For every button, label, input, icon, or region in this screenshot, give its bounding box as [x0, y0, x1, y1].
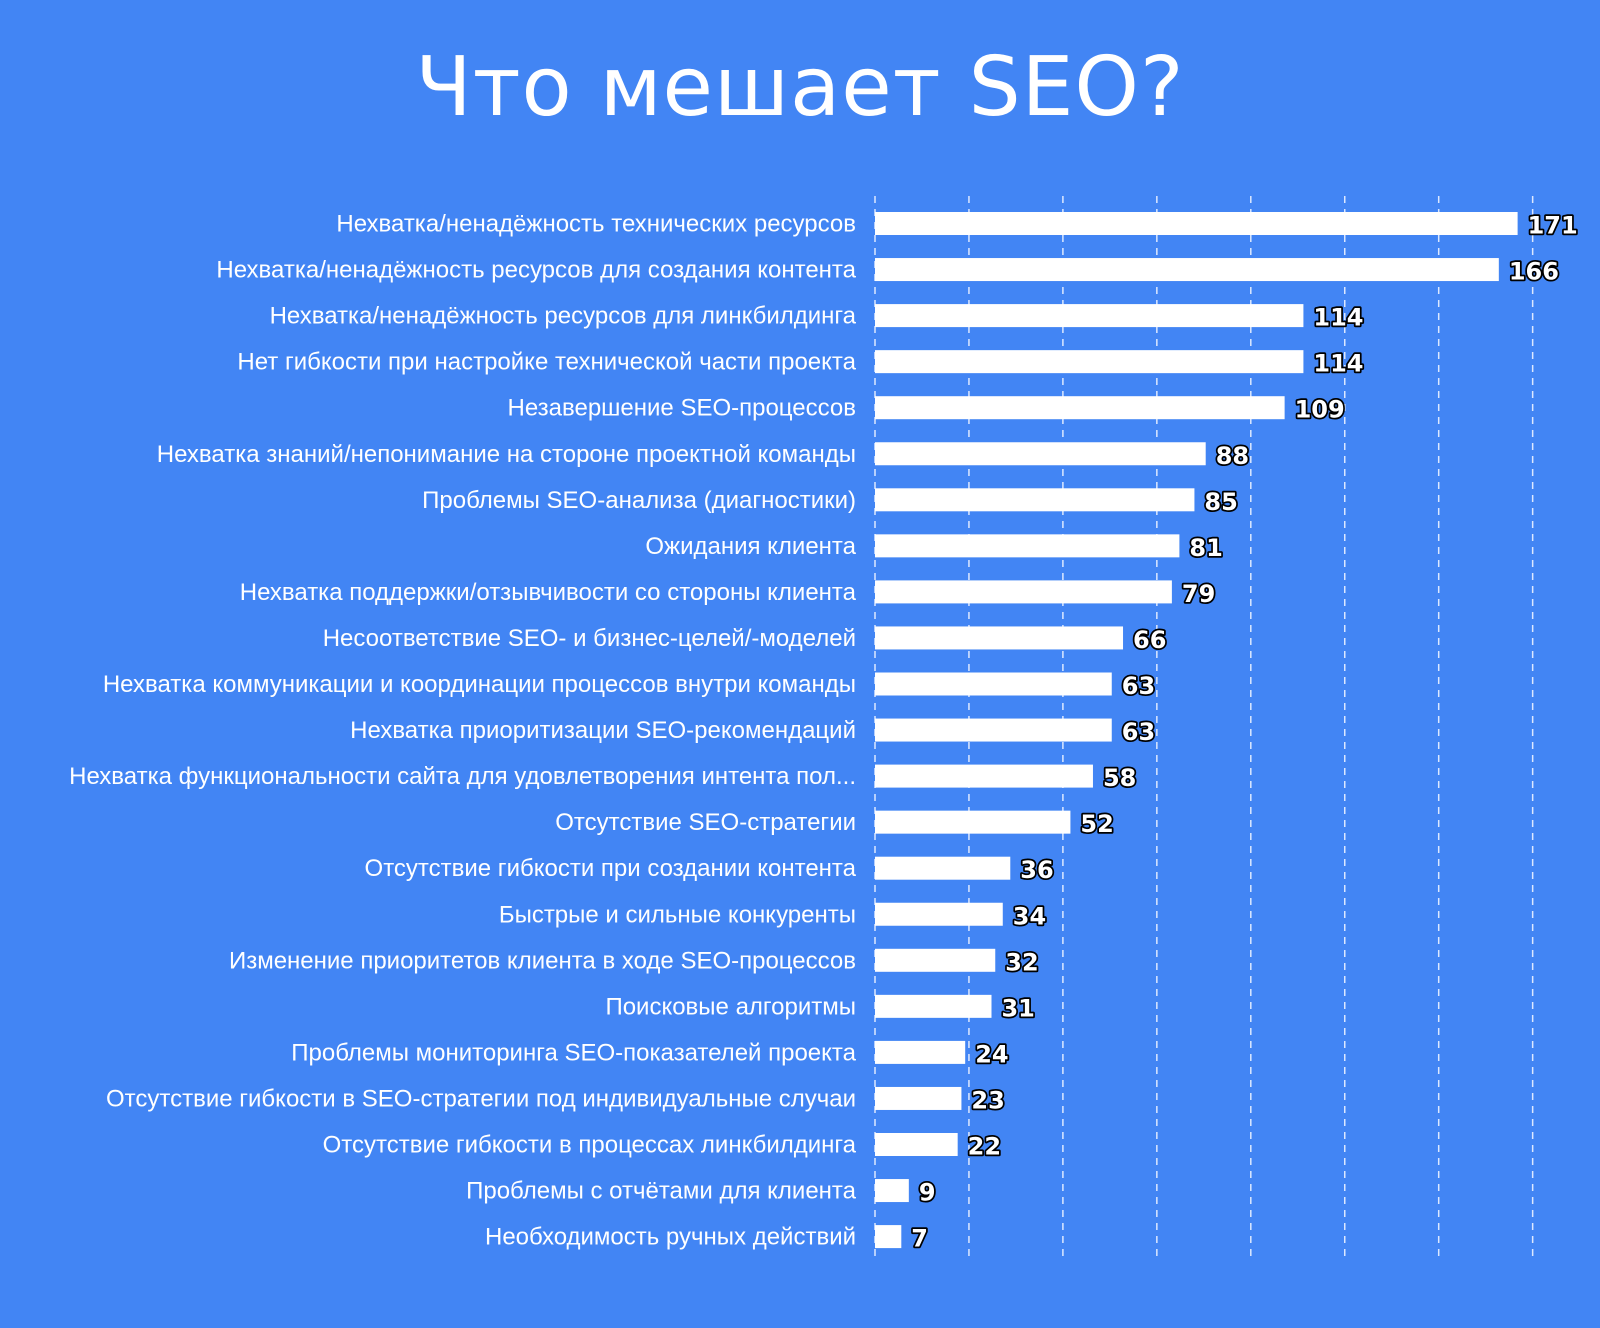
category-label: Отсутствие гибкости в процессах линкбилд… [323, 1132, 857, 1159]
category-label: Проблемы мониторинга SEO-показателей про… [291, 1039, 856, 1066]
value-label: 24 [975, 1040, 1008, 1068]
bar [875, 994, 992, 1018]
value-label: 31 [1001, 994, 1034, 1022]
value-label: 63 [1122, 672, 1155, 700]
value-label: 34 [1013, 902, 1046, 930]
category-label: Нехватка знаний/непонимание на стороне п… [157, 441, 856, 468]
value-label: 171 [1528, 212, 1578, 240]
bar [875, 304, 1304, 328]
bar [875, 212, 1518, 235]
category-label: Нехватка поддержки/отзывчивости со сторо… [240, 579, 857, 606]
value-label: 114 [1313, 350, 1363, 378]
category-label: Поисковые алгоритмы [605, 993, 856, 1020]
bar [875, 442, 1206, 466]
value-label: 36 [1020, 856, 1053, 884]
bar [875, 948, 996, 972]
category-label: Нехватка коммуникации и координации проц… [103, 671, 856, 698]
bar [875, 810, 1071, 834]
bar [875, 396, 1285, 420]
category-label: Ожидания клиента [645, 533, 856, 560]
bar [875, 1133, 958, 1156]
bar [875, 672, 1112, 696]
category-label: Незавершение SEO-процессов [507, 395, 856, 422]
value-label: 9 [919, 1179, 936, 1207]
value-label: 109 [1295, 396, 1345, 424]
bar [875, 1086, 962, 1110]
category-label: Проблемы с отчётами для клиента [466, 1178, 857, 1205]
category-label: Нехватка/ненадёжность технических ресурс… [336, 211, 856, 238]
category-label: Нехватка функциональности сайта для удов… [69, 763, 856, 790]
bar [875, 764, 1093, 788]
category-label: Несоответствие SEO- и бизнес-целей/-моде… [323, 625, 856, 652]
category-label: Нехватка приоритизации SEO-рекомендаций [350, 717, 856, 744]
value-label: 66 [1133, 626, 1166, 654]
value-label: 23 [971, 1086, 1004, 1114]
category-labels: Нехватка/ненадёжность технических ресурс… [69, 211, 857, 1251]
chart-title: Что мешает SEO? [415, 40, 1185, 135]
value-label: 63 [1122, 718, 1155, 746]
category-label: Нехватка/ненадёжность ресурсов для созда… [216, 257, 856, 284]
category-label: Нехватка/ненадёжность ресурсов для линкб… [270, 303, 857, 330]
value-label: 81 [1189, 534, 1222, 562]
bars [875, 212, 1518, 1249]
bar [875, 626, 1124, 650]
bar [875, 1179, 909, 1203]
category-label: Изменение приоритетов клиента в ходе SEO… [229, 947, 856, 974]
category-label: Проблемы SEO-анализа (диагностики) [422, 487, 856, 514]
category-label: Отсутствие гибкости при создании контент… [365, 855, 857, 882]
category-label: Необходимость ручных действий [485, 1224, 856, 1251]
bar [875, 258, 1499, 282]
bar [875, 580, 1172, 604]
value-label: 114 [1313, 304, 1363, 332]
bar [875, 1225, 902, 1249]
value-label: 32 [1005, 948, 1038, 976]
value-label: 85 [1204, 488, 1237, 516]
category-label: Отсутствие гибкости в SEO-стратегии под … [106, 1085, 856, 1112]
value-label: 22 [968, 1133, 1001, 1161]
category-label: Нет гибкости при настройке технической ч… [237, 349, 856, 376]
value-label: 58 [1103, 764, 1136, 792]
bar [875, 534, 1180, 558]
value-label: 7 [911, 1225, 928, 1253]
value-labels: 1711661141141098885817966636358523634323… [910, 210, 1580, 1255]
value-label: 79 [1182, 580, 1215, 608]
bar [875, 488, 1195, 512]
value-label: 88 [1216, 442, 1249, 470]
bar [875, 902, 1003, 926]
bar [875, 856, 1011, 880]
category-label: Отсутствие SEO-стратегии [555, 809, 856, 836]
bar [875, 718, 1112, 742]
value-label: 166 [1509, 258, 1559, 286]
category-label: Быстрые и сильные конкуренты [499, 901, 856, 928]
bar [875, 1040, 966, 1064]
value-label: 52 [1080, 810, 1113, 838]
bar [875, 350, 1304, 374]
